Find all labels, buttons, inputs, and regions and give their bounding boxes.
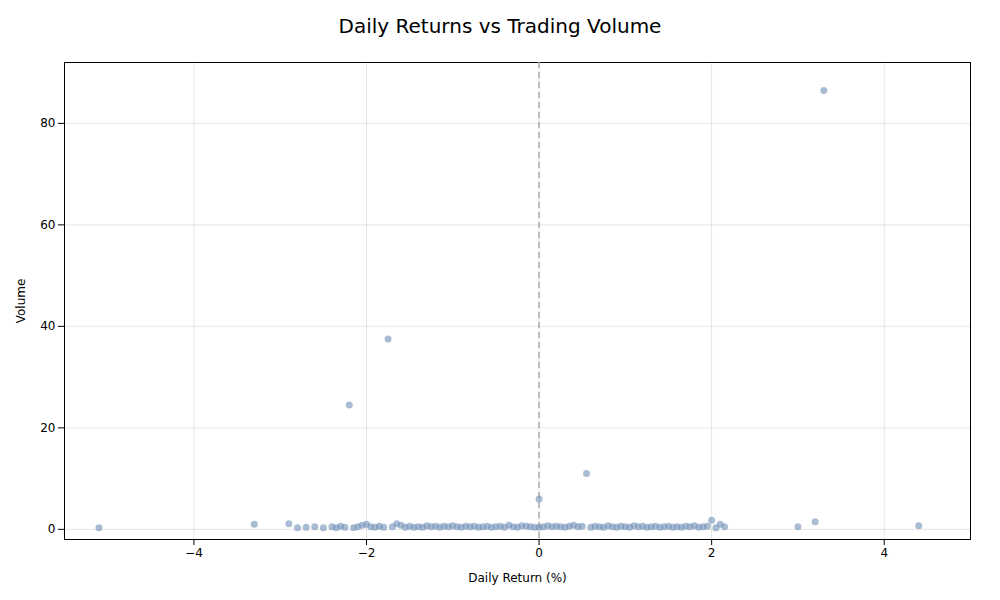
svg-text:40: 40: [40, 319, 55, 333]
svg-text:−2: −2: [358, 546, 376, 560]
svg-text:Volume: Volume: [14, 279, 28, 324]
svg-text:−4: −4: [185, 546, 203, 560]
svg-text:2: 2: [708, 546, 716, 560]
svg-text:4: 4: [880, 546, 888, 560]
svg-text:Daily Return (%): Daily Return (%): [468, 571, 567, 585]
svg-text:20: 20: [40, 421, 55, 435]
html-text:Daily Returns vs Trading Volum: Daily Returns vs Trading Volume: [338, 14, 662, 38]
svg-text:0: 0: [48, 522, 56, 536]
svg-text:80: 80: [40, 116, 55, 130]
svg-text:60: 60: [40, 218, 55, 232]
svg-text:0: 0: [535, 546, 543, 560]
